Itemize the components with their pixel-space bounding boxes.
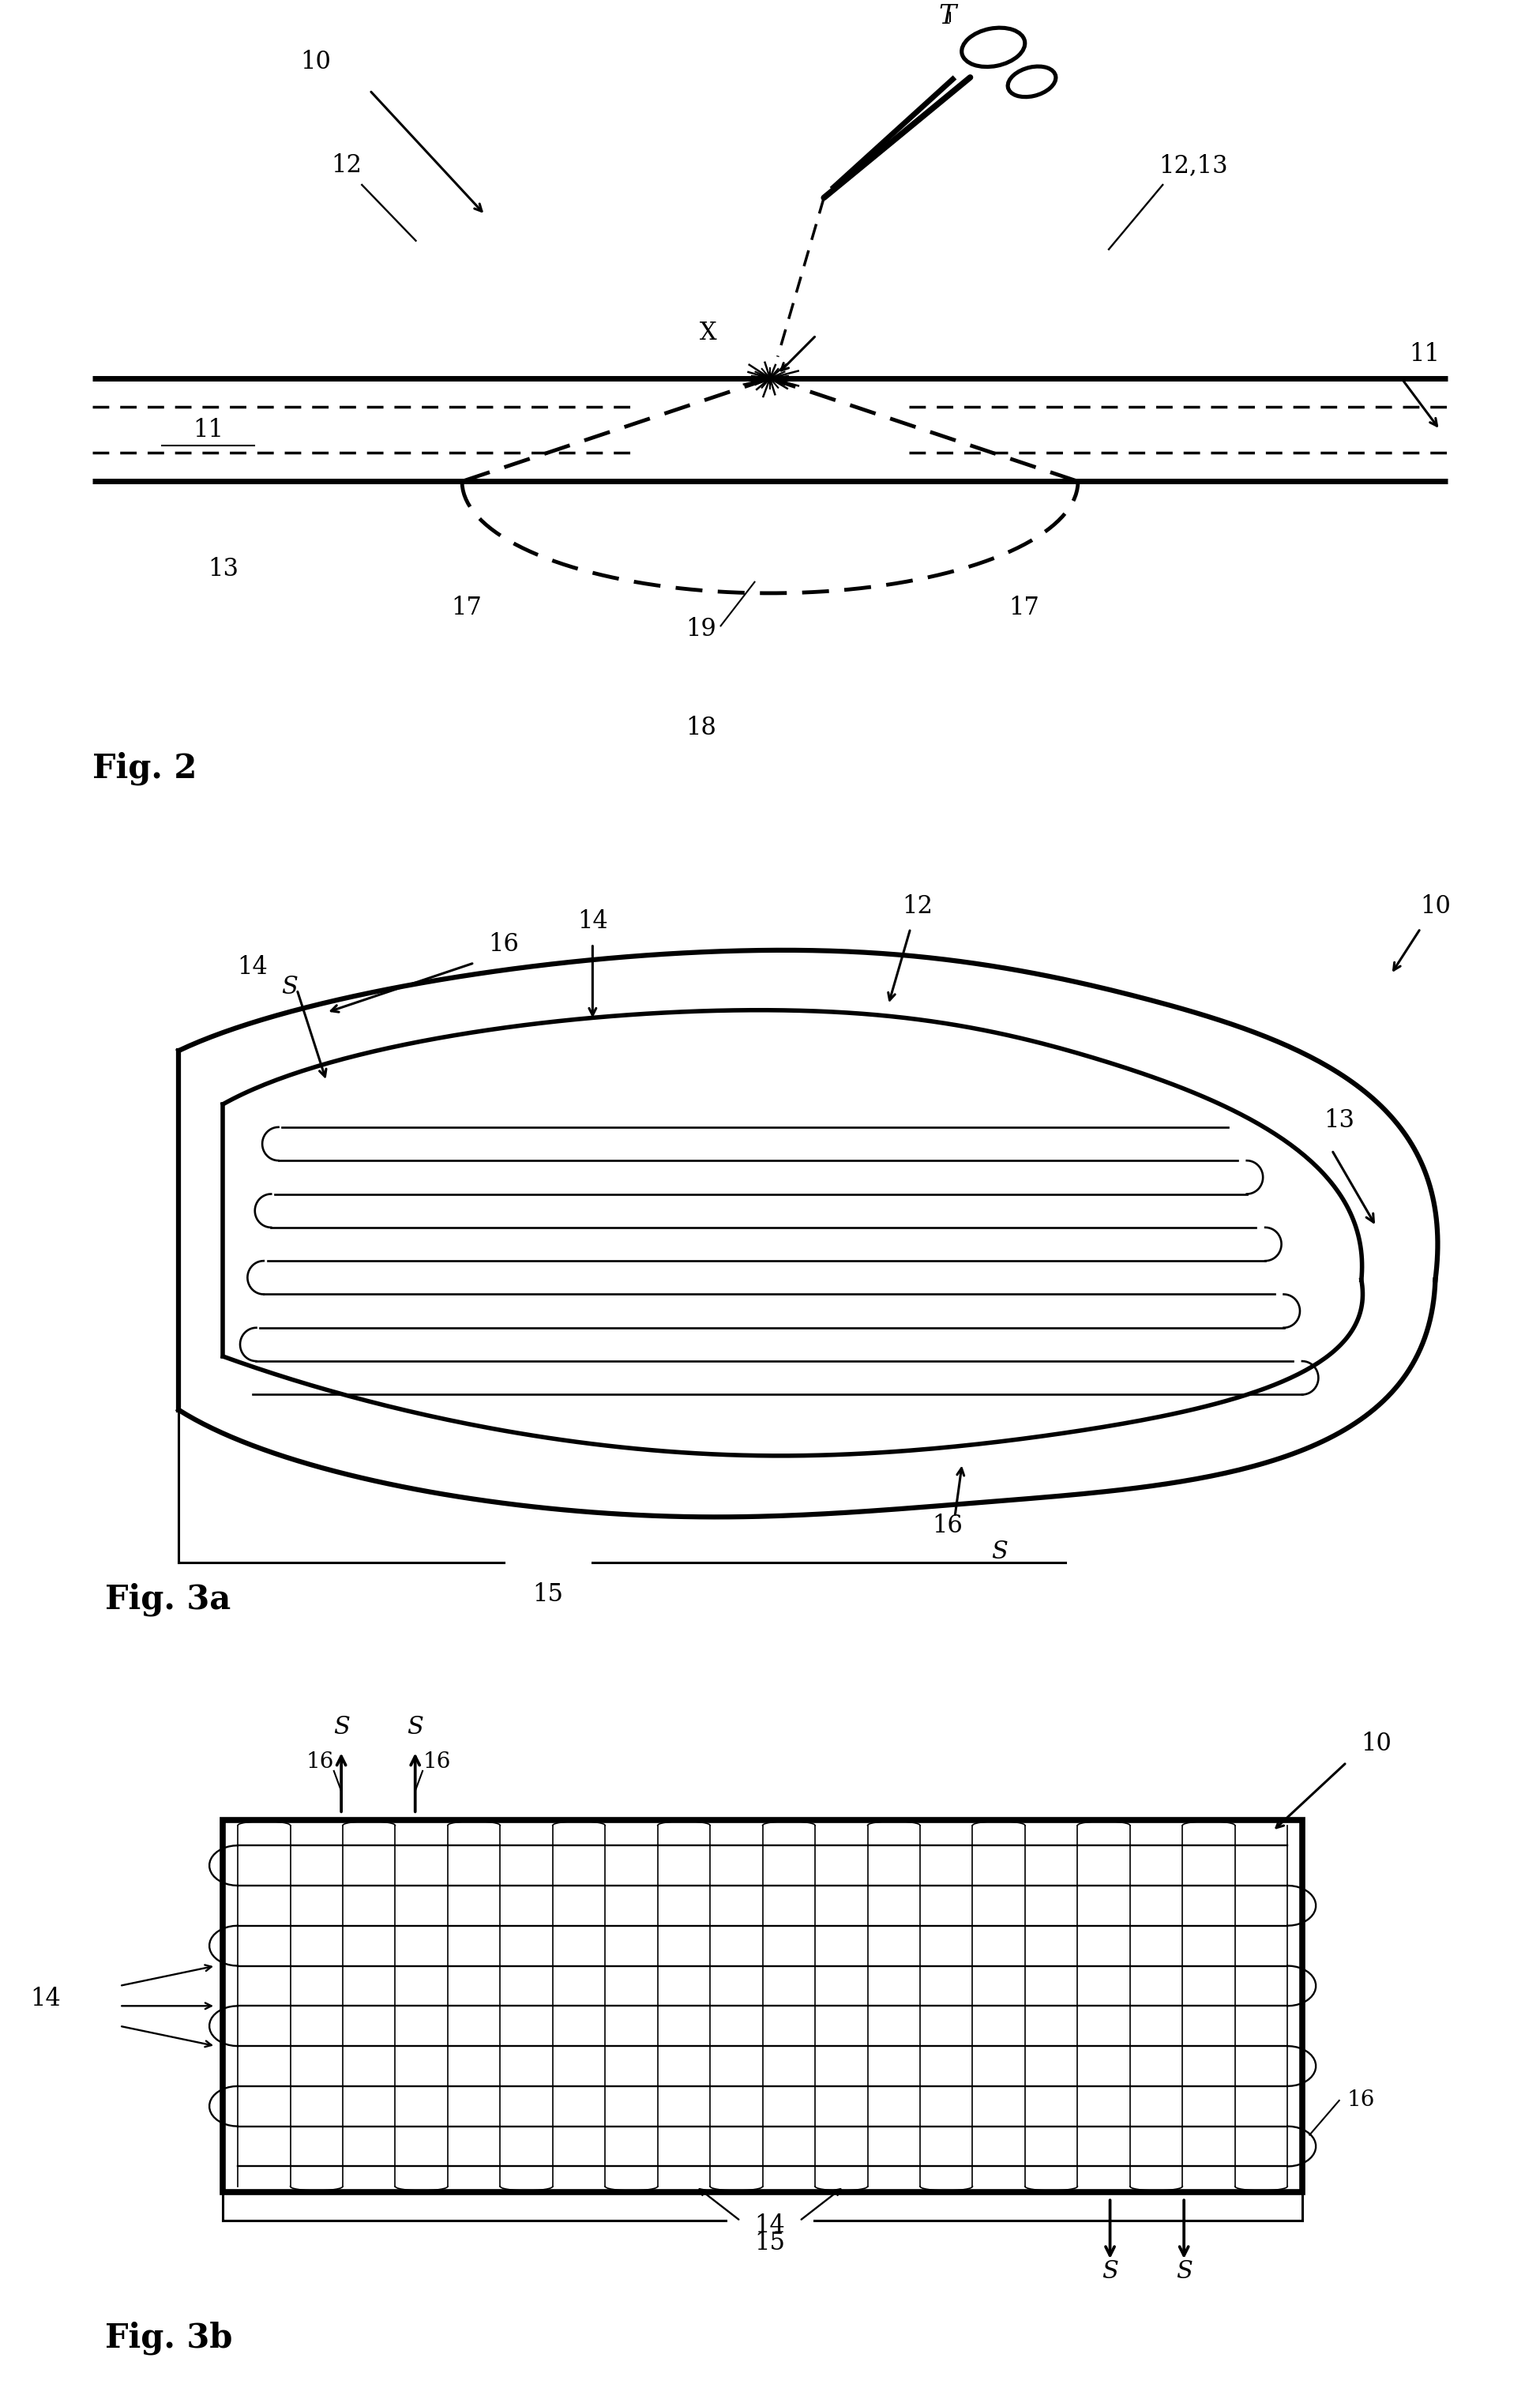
Text: 17: 17 [1009,595,1040,621]
Text: X: X [699,320,718,346]
Text: 16: 16 [932,1514,962,1538]
Text: 10: 10 [1361,1731,1392,1758]
Text: 14: 14 [31,1987,62,2011]
Text: 11: 11 [1409,341,1440,368]
Text: S: S [282,974,297,998]
Text: 18: 18 [685,716,716,740]
Text: 10: 10 [1420,893,1451,919]
Text: 13: 13 [208,556,239,583]
Text: 16: 16 [488,931,519,958]
Text: S: S [990,1540,1007,1564]
Text: T: T [938,5,956,29]
Text: 16: 16 [306,1750,334,1772]
Text: S: S [1175,2259,1192,2283]
Text: 13: 13 [1324,1108,1355,1132]
Text: S: S [407,1715,424,1738]
Text: Fig. 2: Fig. 2 [92,752,197,786]
Text: 12,13: 12,13 [1160,153,1227,177]
Text: 12: 12 [331,153,362,177]
Text: Fig. 3a: Fig. 3a [105,1583,231,1617]
Text: 14: 14 [237,955,268,979]
Text: 10: 10 [300,50,331,74]
Bar [223,1820,1303,2192]
Text: 14: 14 [578,910,608,934]
Text: Fig. 3b: Fig. 3b [105,2321,233,2355]
Text: 15: 15 [533,1581,564,1607]
Text: 16: 16 [422,1750,451,1772]
Text: 19: 19 [685,616,716,642]
Text: 16: 16 [1346,2090,1375,2111]
Text: S: S [1101,2259,1118,2283]
Text: 12: 12 [902,893,933,919]
Text: S: S [333,1715,350,1738]
Text: 15: 15 [755,2230,785,2254]
Text: 14: 14 [755,2214,785,2238]
Text: 17: 17 [451,595,482,621]
Text: 11: 11 [192,418,223,442]
